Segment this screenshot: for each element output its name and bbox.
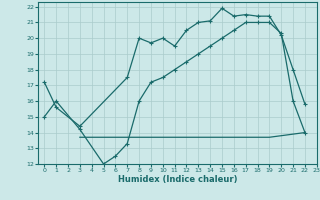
X-axis label: Humidex (Indice chaleur): Humidex (Indice chaleur) (118, 175, 237, 184)
